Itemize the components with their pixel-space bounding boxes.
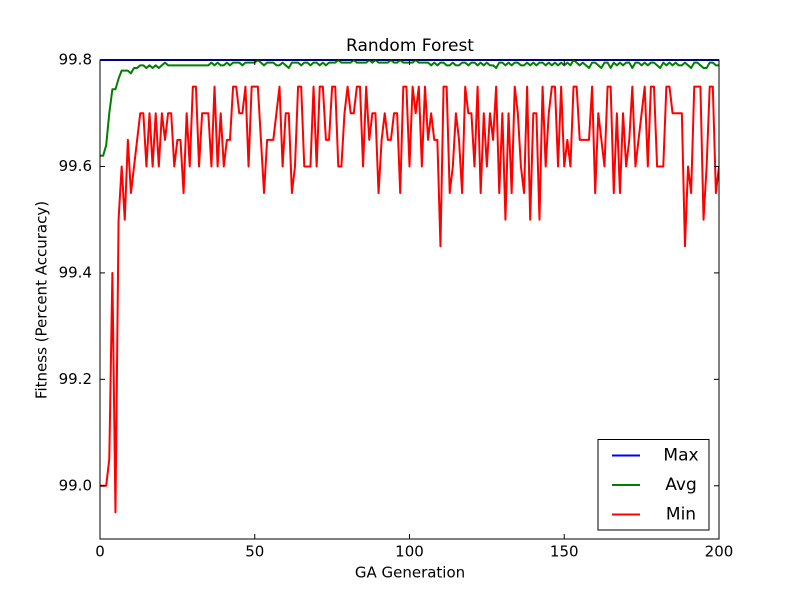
y-axis-label: Fitness (Percent Accuracy) (33, 201, 51, 399)
x-tick-label: 150 (550, 543, 579, 561)
y-tick-label: 99.4 (59, 263, 92, 281)
x-tick-label: 50 (245, 543, 264, 561)
y-tick-label: 99.8 (59, 51, 92, 69)
x-tick-label: 100 (395, 543, 424, 561)
legend: Max Avg Min (597, 439, 710, 531)
legend-label: Min (666, 505, 696, 525)
legend-label: Avg (665, 475, 697, 495)
y-tick-label: 99.0 (59, 476, 92, 494)
y-tick-label: 99.6 (59, 157, 92, 175)
legend-label: Max (663, 446, 698, 466)
x-tick-label: 200 (705, 543, 734, 561)
chart-title: Random Forest (346, 36, 474, 56)
y-tick-label: 99.2 (59, 370, 92, 388)
x-tick-label: 0 (95, 543, 105, 561)
series-line (100, 85, 719, 514)
x-axis-label: GA Generation (355, 564, 465, 582)
